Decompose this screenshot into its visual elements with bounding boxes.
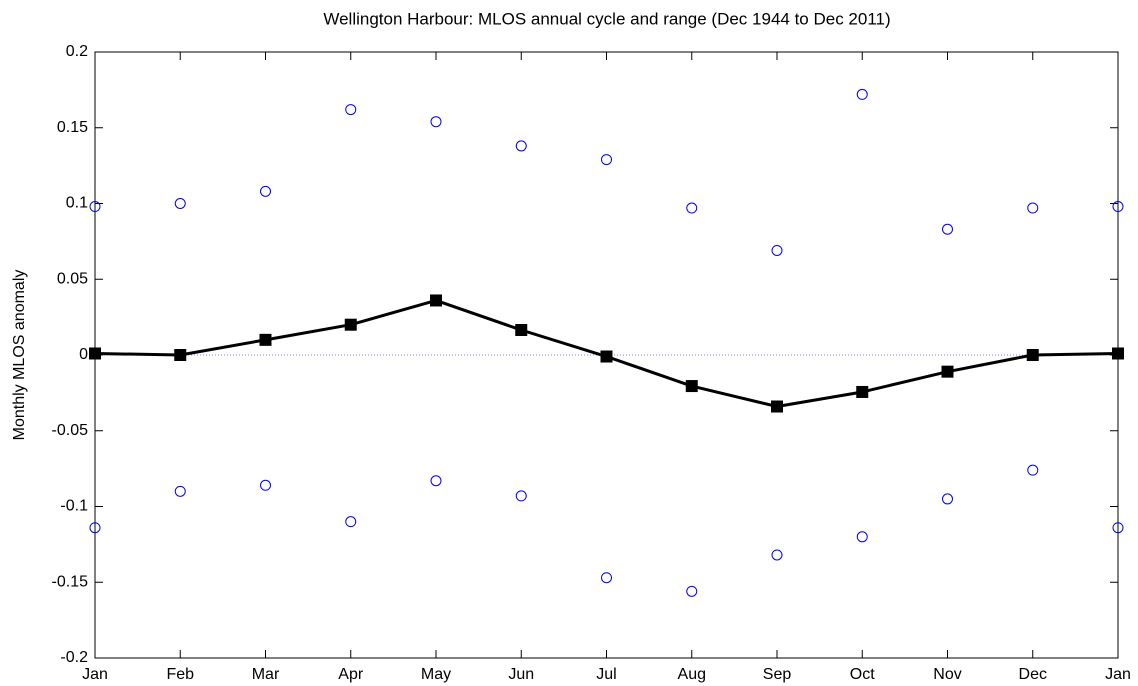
- circle-marker: [345, 516, 357, 528]
- circle-marker: [515, 140, 527, 152]
- y-tick-label: 0.2: [66, 43, 88, 60]
- circle-marker: [430, 475, 442, 487]
- square-marker: [600, 350, 613, 363]
- circle-marker: [89, 522, 101, 534]
- x-tick-label: Feb: [166, 666, 194, 683]
- y-tick-label: 0.15: [57, 119, 88, 136]
- square-marker: [515, 324, 528, 337]
- x-tick-label: Jan: [82, 666, 108, 683]
- x-tick-label: Oct: [850, 666, 875, 683]
- square-marker: [1112, 347, 1124, 360]
- y-tick-label: -0.2: [60, 649, 88, 666]
- x-tick-label: Apr: [338, 666, 364, 683]
- square-marker: [941, 365, 954, 378]
- x-tick-label: Jun: [508, 666, 534, 683]
- square-marker: [1026, 349, 1039, 361]
- circle-marker: [601, 572, 612, 584]
- circle-marker: [686, 202, 698, 214]
- chart-title: Wellington Harbour: MLOS annual cycle an…: [323, 9, 890, 28]
- y-tick-label: -0.15: [52, 573, 89, 590]
- y-tick-label: -0.05: [52, 422, 89, 439]
- square-marker: [89, 347, 101, 360]
- circle-marker: [174, 198, 186, 209]
- circle-marker: [1027, 464, 1039, 476]
- square-marker: [174, 349, 187, 361]
- y-axis-label: Monthly MLOS anomaly: [11, 270, 28, 441]
- circle-marker: [856, 531, 868, 543]
- circle-marker: [1027, 202, 1039, 214]
- y-tick-label: 0.1: [66, 195, 88, 212]
- x-tick-label: Dec: [1019, 666, 1047, 683]
- square-marker: [771, 400, 783, 413]
- y-tick-label: 0.05: [57, 270, 88, 287]
- circle-marker: [942, 223, 953, 235]
- circle-marker: [771, 549, 783, 561]
- x-tick-label: Sep: [763, 666, 792, 683]
- x-tick-label: May: [421, 666, 451, 683]
- x-tick-label: Nov: [933, 666, 961, 683]
- circle-marker: [89, 201, 101, 213]
- x-tick-label: Jul: [596, 666, 616, 683]
- circle-marker: [174, 485, 186, 497]
- circle-marker: [771, 244, 783, 256]
- circle-marker: [686, 585, 698, 597]
- y-tick-label: 0: [79, 346, 88, 363]
- circle-marker: [1112, 201, 1124, 213]
- x-tick-label: Jan: [1105, 666, 1131, 683]
- circle-marker: [430, 116, 442, 128]
- square-marker: [259, 333, 272, 346]
- circle-marker: [1112, 522, 1124, 534]
- circle-marker: [345, 104, 357, 116]
- x-tick-label: Mar: [252, 666, 280, 683]
- circle-marker: [942, 493, 953, 505]
- square-marker: [344, 318, 357, 331]
- circle-marker: [260, 479, 271, 491]
- circle-marker: [856, 88, 868, 100]
- circle-marker: [601, 154, 612, 166]
- square-marker: [430, 294, 442, 307]
- circle-marker: [515, 490, 527, 502]
- circle-marker: [260, 185, 271, 197]
- y-tick-label: -0.1: [60, 498, 88, 515]
- square-marker: [685, 380, 698, 393]
- square-marker: [856, 385, 869, 398]
- x-tick-label: Aug: [678, 666, 706, 683]
